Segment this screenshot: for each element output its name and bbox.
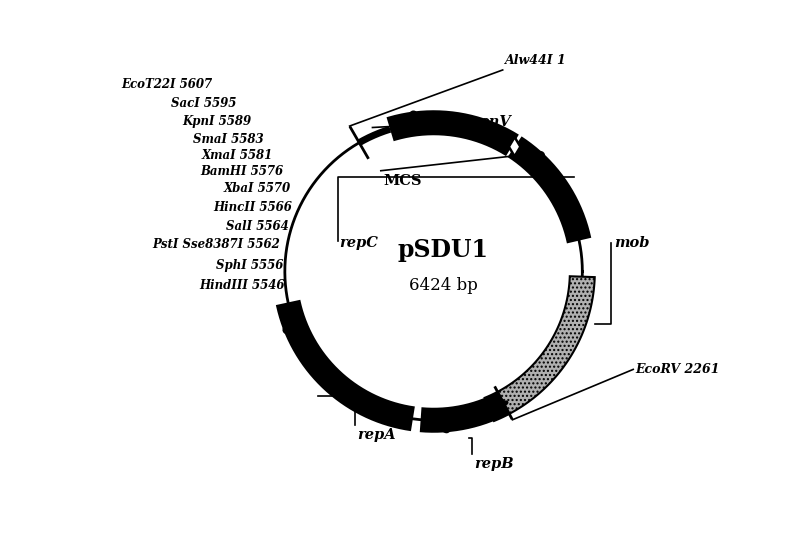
Text: BamHI 5576: BamHI 5576 xyxy=(200,165,283,178)
Text: SmaI 5583: SmaI 5583 xyxy=(193,132,264,146)
Text: MCS: MCS xyxy=(384,174,422,188)
Text: mob: mob xyxy=(614,236,650,250)
Text: HindIII 5546: HindIII 5546 xyxy=(199,280,285,292)
Text: SphI 5556: SphI 5556 xyxy=(215,259,283,272)
Text: repA: repA xyxy=(357,428,395,442)
Text: KpnI 5589: KpnI 5589 xyxy=(182,115,251,128)
Text: CmR: CmR xyxy=(393,118,432,132)
Polygon shape xyxy=(509,137,520,156)
Text: SacI 5595: SacI 5595 xyxy=(171,97,237,110)
Text: EcoRV 2261: EcoRV 2261 xyxy=(635,363,720,376)
Text: XmaI 5581: XmaI 5581 xyxy=(202,149,274,162)
Text: EcoT22I 5607: EcoT22I 5607 xyxy=(122,78,213,91)
Text: pSDU1: pSDU1 xyxy=(398,238,489,262)
Text: SalI 5564: SalI 5564 xyxy=(226,220,289,233)
Text: Alw44I 1: Alw44I 1 xyxy=(505,54,566,67)
Polygon shape xyxy=(485,276,594,421)
Text: XbaI 5570: XbaI 5570 xyxy=(223,182,290,195)
Text: 6424 bp: 6424 bp xyxy=(409,277,478,294)
Text: PstI Sse8387I 5562: PstI Sse8387I 5562 xyxy=(152,238,280,251)
Text: onV: onV xyxy=(480,115,511,129)
Text: HincII 5566: HincII 5566 xyxy=(214,201,293,214)
Text: repC: repC xyxy=(339,236,378,250)
Text: repB: repB xyxy=(474,457,514,471)
